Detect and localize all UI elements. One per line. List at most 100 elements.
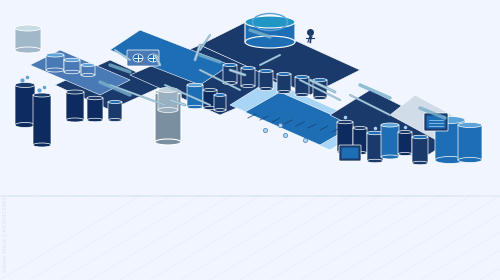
Ellipse shape (458, 158, 482, 162)
Ellipse shape (155, 89, 181, 95)
FancyBboxPatch shape (381, 125, 399, 157)
Polygon shape (390, 95, 480, 150)
Ellipse shape (108, 118, 122, 122)
Ellipse shape (81, 74, 95, 76)
Ellipse shape (398, 130, 412, 134)
FancyBboxPatch shape (313, 80, 327, 98)
Ellipse shape (259, 88, 273, 90)
Ellipse shape (87, 96, 103, 100)
Ellipse shape (381, 123, 399, 127)
Ellipse shape (203, 106, 217, 109)
Ellipse shape (133, 54, 143, 62)
FancyBboxPatch shape (398, 132, 412, 154)
FancyBboxPatch shape (46, 55, 64, 70)
Ellipse shape (81, 64, 95, 67)
Ellipse shape (148, 54, 158, 62)
Polygon shape (130, 45, 290, 115)
Ellipse shape (398, 153, 412, 155)
Ellipse shape (214, 94, 226, 96)
FancyBboxPatch shape (277, 74, 291, 92)
FancyBboxPatch shape (66, 92, 84, 120)
FancyBboxPatch shape (435, 120, 465, 160)
Ellipse shape (214, 109, 226, 111)
Ellipse shape (223, 64, 237, 67)
Ellipse shape (245, 16, 295, 28)
Ellipse shape (15, 83, 35, 88)
Ellipse shape (15, 123, 35, 127)
FancyBboxPatch shape (245, 22, 295, 42)
Ellipse shape (66, 90, 84, 94)
FancyBboxPatch shape (187, 85, 203, 107)
Ellipse shape (277, 73, 291, 76)
Ellipse shape (458, 123, 482, 127)
FancyBboxPatch shape (223, 65, 237, 83)
Polygon shape (230, 80, 370, 150)
FancyBboxPatch shape (155, 92, 181, 142)
FancyBboxPatch shape (337, 122, 353, 152)
FancyBboxPatch shape (108, 102, 122, 120)
FancyBboxPatch shape (33, 95, 51, 145)
Ellipse shape (337, 120, 353, 124)
Polygon shape (330, 90, 460, 160)
Ellipse shape (435, 116, 465, 123)
FancyBboxPatch shape (127, 50, 159, 66)
Ellipse shape (87, 118, 103, 122)
FancyBboxPatch shape (353, 128, 367, 153)
Ellipse shape (64, 58, 80, 62)
Ellipse shape (259, 69, 273, 73)
Ellipse shape (155, 139, 181, 145)
Ellipse shape (381, 155, 399, 159)
FancyBboxPatch shape (295, 77, 309, 95)
FancyBboxPatch shape (342, 148, 358, 158)
Ellipse shape (337, 150, 353, 154)
Polygon shape (55, 60, 165, 110)
Ellipse shape (223, 81, 237, 85)
Ellipse shape (158, 108, 178, 113)
FancyBboxPatch shape (458, 125, 482, 160)
FancyBboxPatch shape (203, 90, 217, 108)
FancyBboxPatch shape (426, 116, 446, 129)
FancyBboxPatch shape (214, 95, 226, 110)
Ellipse shape (353, 151, 367, 155)
Ellipse shape (187, 83, 203, 87)
Ellipse shape (66, 118, 84, 122)
FancyBboxPatch shape (87, 98, 103, 120)
FancyBboxPatch shape (64, 60, 80, 72)
Ellipse shape (277, 90, 291, 94)
FancyBboxPatch shape (367, 133, 383, 161)
FancyBboxPatch shape (15, 28, 41, 50)
Ellipse shape (245, 36, 295, 48)
FancyBboxPatch shape (259, 71, 273, 89)
FancyBboxPatch shape (339, 145, 361, 161)
Ellipse shape (367, 159, 383, 163)
Text: Adobe Stock | #830410863: Adobe Stock | #830410863 (2, 196, 8, 272)
FancyBboxPatch shape (424, 113, 448, 131)
Polygon shape (200, 20, 360, 95)
Ellipse shape (33, 143, 51, 147)
Ellipse shape (367, 131, 383, 135)
Ellipse shape (108, 101, 122, 104)
Ellipse shape (435, 157, 465, 164)
Ellipse shape (295, 76, 309, 78)
Ellipse shape (203, 88, 217, 92)
FancyBboxPatch shape (158, 90, 178, 110)
Ellipse shape (241, 85, 255, 88)
FancyBboxPatch shape (412, 137, 428, 163)
Ellipse shape (295, 94, 309, 97)
Ellipse shape (15, 25, 41, 31)
Polygon shape (110, 30, 230, 85)
Ellipse shape (187, 105, 203, 109)
Ellipse shape (313, 78, 327, 81)
Ellipse shape (241, 67, 255, 69)
FancyBboxPatch shape (241, 68, 255, 86)
Ellipse shape (46, 53, 64, 57)
FancyBboxPatch shape (15, 85, 35, 125)
Ellipse shape (15, 47, 41, 53)
Ellipse shape (412, 135, 428, 139)
Polygon shape (245, 92, 355, 145)
FancyBboxPatch shape (81, 65, 95, 75)
Ellipse shape (353, 127, 367, 130)
Ellipse shape (158, 88, 178, 92)
Ellipse shape (33, 93, 51, 97)
Ellipse shape (412, 161, 428, 165)
